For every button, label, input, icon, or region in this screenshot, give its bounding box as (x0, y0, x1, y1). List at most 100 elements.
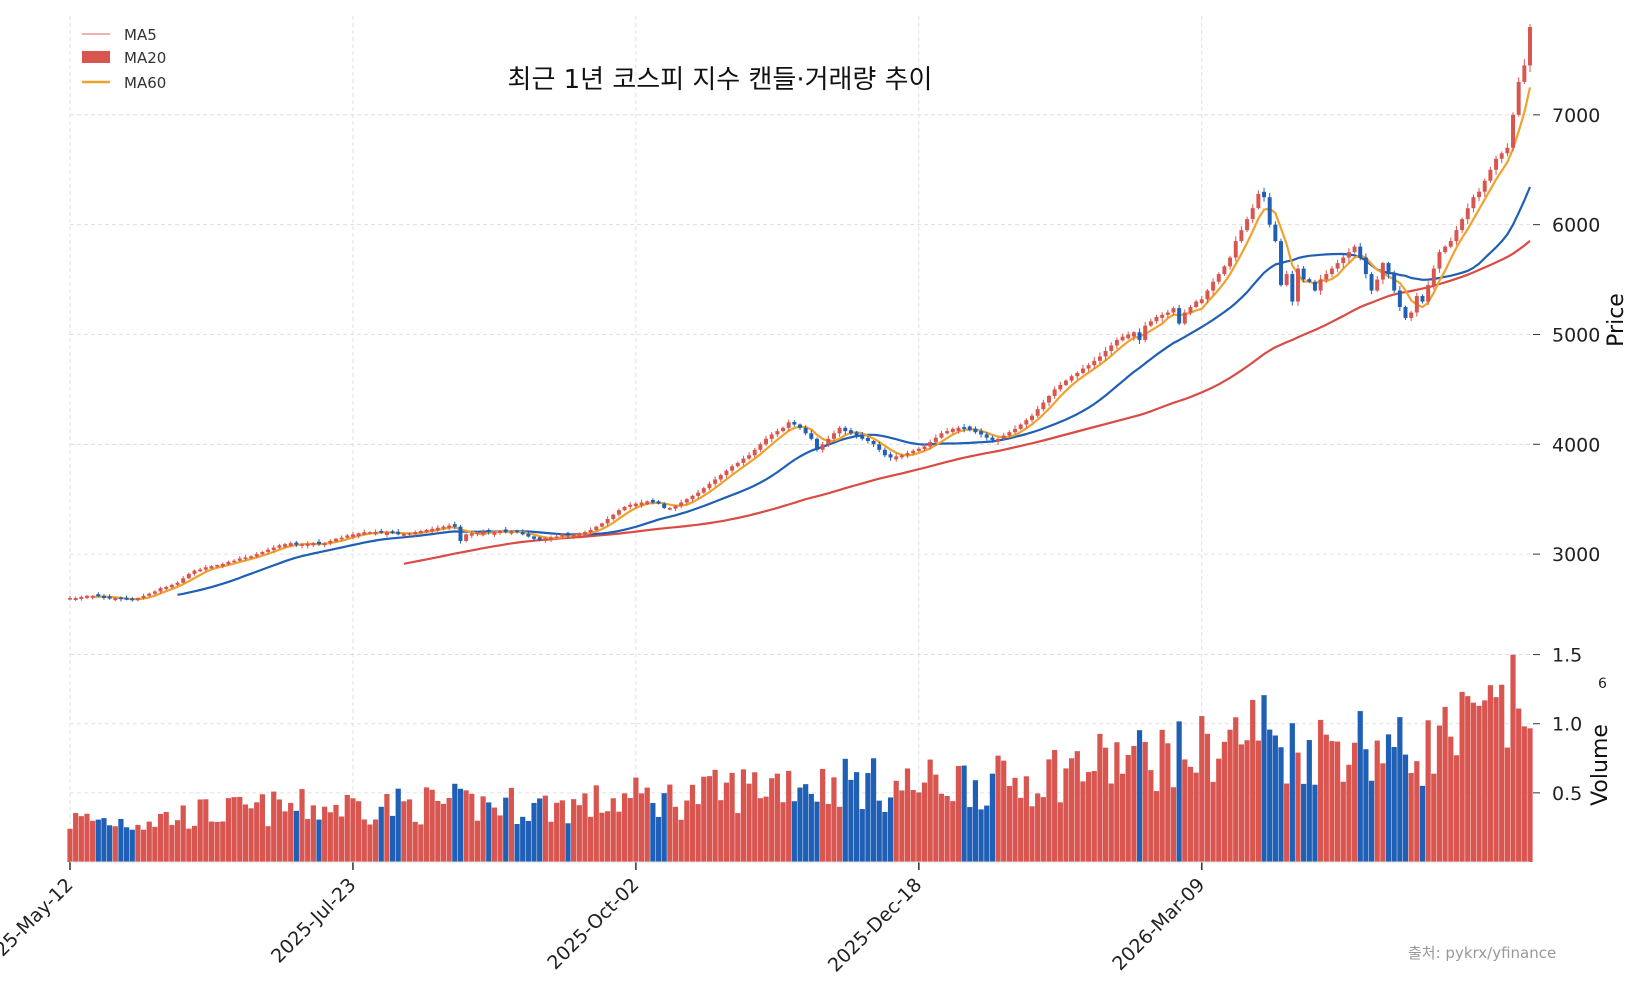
candle-body (373, 532, 378, 535)
candle-body (1465, 208, 1470, 220)
volume-bar (627, 798, 633, 862)
volume-bar (723, 782, 730, 862)
volume-bar (282, 811, 288, 862)
candle-body (1188, 307, 1193, 313)
volume-bar (486, 802, 492, 862)
volume-bar (271, 791, 277, 862)
candle-body (243, 557, 248, 559)
candle-body (486, 529, 491, 533)
volume-bar (701, 776, 707, 862)
price-tick-label: 4000 (1552, 434, 1600, 456)
candle-body (1131, 332, 1136, 337)
volume-bar (67, 828, 73, 862)
candle-body (888, 454, 893, 458)
volume-bar (157, 813, 164, 862)
candle-body (294, 542, 299, 545)
volume-bar (1142, 741, 1148, 862)
candle-body (996, 438, 1001, 442)
volume-bar (1170, 787, 1177, 862)
candle-body (871, 440, 876, 445)
price-tick-label: 6000 (1552, 215, 1600, 237)
candle-body (84, 595, 89, 598)
volume-bar (763, 796, 769, 862)
volume-bar (582, 793, 588, 862)
ma5-line (92, 87, 1532, 601)
volume-bar (180, 805, 186, 862)
candle-body (1437, 252, 1442, 269)
candle-body (696, 492, 701, 496)
candle-body (1148, 321, 1153, 326)
candle-body (135, 598, 140, 601)
volume-bar (423, 787, 430, 862)
candle-body (430, 528, 435, 532)
volume-bar (208, 821, 215, 862)
candle-body (848, 430, 853, 434)
volume-bar (1153, 791, 1160, 862)
volume-bar (1363, 749, 1369, 862)
volume-bar (1448, 736, 1454, 862)
volume-bar (1261, 695, 1267, 862)
volume-bar (101, 818, 107, 862)
candle-body (1460, 219, 1465, 231)
candle-body (1211, 281, 1216, 291)
candle-body (181, 578, 186, 583)
volume-bar (1289, 723, 1295, 862)
candle-body (1063, 380, 1068, 385)
candle-body (73, 598, 78, 601)
volume-bar (84, 813, 90, 862)
candle-body (1013, 428, 1018, 433)
candle-body (990, 437, 995, 440)
candle-body (339, 537, 344, 540)
volume-bar (735, 813, 741, 862)
candle-body (735, 462, 740, 467)
volume-bar (1402, 754, 1409, 862)
candle-body (945, 431, 950, 434)
volume-bar (1499, 684, 1505, 862)
volume-bar (78, 816, 84, 862)
candle-body (1392, 274, 1397, 291)
volume-bar (418, 824, 424, 862)
volume-bar (406, 799, 413, 862)
candle-body (537, 537, 542, 540)
volume-bar (146, 821, 152, 862)
candle-body (1030, 415, 1034, 421)
candle-body (1052, 389, 1057, 396)
candle-body (107, 596, 112, 599)
volume-bar (1165, 743, 1171, 862)
candle-body (1222, 266, 1227, 275)
volume-bar (848, 779, 854, 862)
candle-body (1069, 376, 1074, 381)
volume-bar (372, 819, 379, 862)
volume-bar (1414, 761, 1420, 862)
price-tick-label: 5000 (1552, 324, 1600, 346)
moving-average-layer (92, 87, 1532, 601)
candle-body (549, 537, 553, 540)
candle-body (1114, 339, 1119, 346)
candle-body (1205, 290, 1210, 300)
candle-body (384, 532, 389, 535)
volume-bar (531, 802, 537, 862)
candle-body (939, 433, 944, 438)
candle-body (1126, 334, 1131, 339)
candle-body (566, 532, 570, 536)
candle-body (1301, 268, 1306, 280)
volume-bar (107, 825, 113, 862)
candle-body (803, 427, 808, 434)
volume-bar (667, 784, 673, 862)
volume-bar (525, 820, 531, 862)
candle-body (922, 446, 927, 449)
volume-bar (712, 769, 718, 862)
volume-bar (1250, 699, 1256, 862)
volume-bar (814, 801, 820, 862)
volume-bar (1052, 749, 1058, 862)
volume-bar (729, 772, 735, 862)
candle-body (820, 444, 825, 450)
candle-body (543, 538, 548, 541)
candle-body (1358, 246, 1363, 258)
candle-body (656, 501, 661, 504)
legend-ma60-label: MA60 (124, 74, 166, 92)
candle-body (798, 424, 802, 428)
volume-bar (288, 802, 294, 862)
volume-bar (191, 825, 198, 862)
volume-bar (882, 811, 888, 862)
